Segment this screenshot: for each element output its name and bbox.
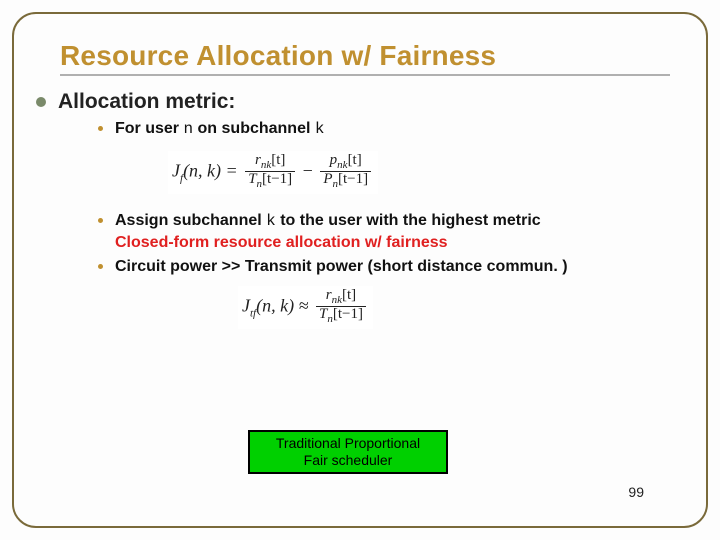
sub1-mid: on subchannel bbox=[193, 120, 315, 137]
sub3-text: Circuit power >> Transmit power (short d… bbox=[115, 256, 568, 278]
eq2-frac: rnk[t]Tn[t−1] bbox=[316, 288, 366, 327]
eq1-args: (n, k) = bbox=[183, 160, 242, 180]
eq1-f2nb: [t] bbox=[348, 152, 362, 168]
eq1-f1d: T bbox=[248, 171, 256, 187]
sub2-text: Assign subchannel k to the user with the… bbox=[115, 210, 541, 233]
eq1-minus: − bbox=[298, 160, 317, 180]
sub-item-2: Assign subchannel k to the user with the… bbox=[98, 210, 670, 253]
sub-bullet-icon bbox=[98, 126, 103, 131]
eq1-frac1: rnk[t]Tn[t−1] bbox=[245, 153, 295, 192]
sub1-text: For user n on subchannel k bbox=[115, 118, 324, 141]
eq1-J: J bbox=[172, 160, 180, 180]
eq2-args: (n, k) ≈ bbox=[256, 296, 313, 316]
sub-bullet-icon bbox=[98, 218, 103, 223]
sub2-block: Assign subchannel k to the user with the… bbox=[115, 210, 541, 253]
equation-1: Jf(n, k) = rnk[t]Tn[t−1] − pnk[t]Pn[t−1] bbox=[168, 151, 378, 194]
sub1-k: k bbox=[315, 120, 325, 138]
heading-row: Allocation metric: bbox=[36, 90, 670, 114]
heading-text: Allocation metric: bbox=[58, 90, 235, 114]
eq2-nb: [t] bbox=[342, 287, 356, 303]
sub-bullet-icon bbox=[98, 264, 103, 269]
green-callout-box: Traditional Proportional Fair scheduler bbox=[248, 430, 448, 474]
eq2-J: J bbox=[242, 296, 250, 316]
sub1-pre: For user bbox=[115, 120, 183, 137]
callout-line2: Fair scheduler bbox=[304, 452, 393, 468]
eq2-ns: nk bbox=[332, 294, 342, 306]
equation-2: Jtf(n, k) ≈ rnk[t]Tn[t−1] bbox=[238, 286, 373, 329]
callout-line1: Traditional Proportional bbox=[276, 435, 420, 451]
eq1-frac2: pnk[t]Pn[t−1] bbox=[320, 153, 371, 192]
sub-item-3: Circuit power >> Transmit power (short d… bbox=[98, 256, 670, 278]
eq1-f1db: [t−1] bbox=[262, 171, 292, 187]
sub2-post: to the user with the highest metric bbox=[276, 212, 541, 229]
eq2-db: [t−1] bbox=[333, 306, 363, 322]
eq1-f2db: [t−1] bbox=[338, 171, 368, 187]
sub-list: For user n on subchannel k Jf(n, k) = rn… bbox=[98, 118, 670, 341]
eq1-f1ns: nk bbox=[261, 159, 271, 171]
sub1-n: n bbox=[183, 120, 193, 138]
sub2-pre: Assign subchannel bbox=[115, 212, 266, 229]
eq1-f1nb: [t] bbox=[271, 152, 285, 168]
slide-content: Resource Allocation w/ Fairness Allocati… bbox=[60, 40, 670, 341]
sub2-k: k bbox=[266, 212, 276, 230]
red-callout-text: Closed-form resource allocation w/ fairn… bbox=[115, 234, 541, 252]
slide-title: Resource Allocation w/ Fairness bbox=[60, 40, 670, 76]
sub-item-1: For user n on subchannel k bbox=[98, 118, 670, 141]
page-number: 99 bbox=[628, 484, 644, 500]
bullet-disc-icon bbox=[36, 97, 46, 107]
eq1-f2ns: nk bbox=[337, 159, 347, 171]
